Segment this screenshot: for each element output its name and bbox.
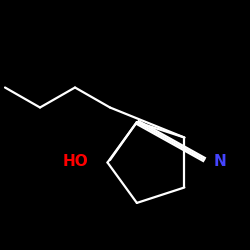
Text: N: N — [214, 154, 226, 169]
Text: HO: HO — [63, 154, 89, 169]
